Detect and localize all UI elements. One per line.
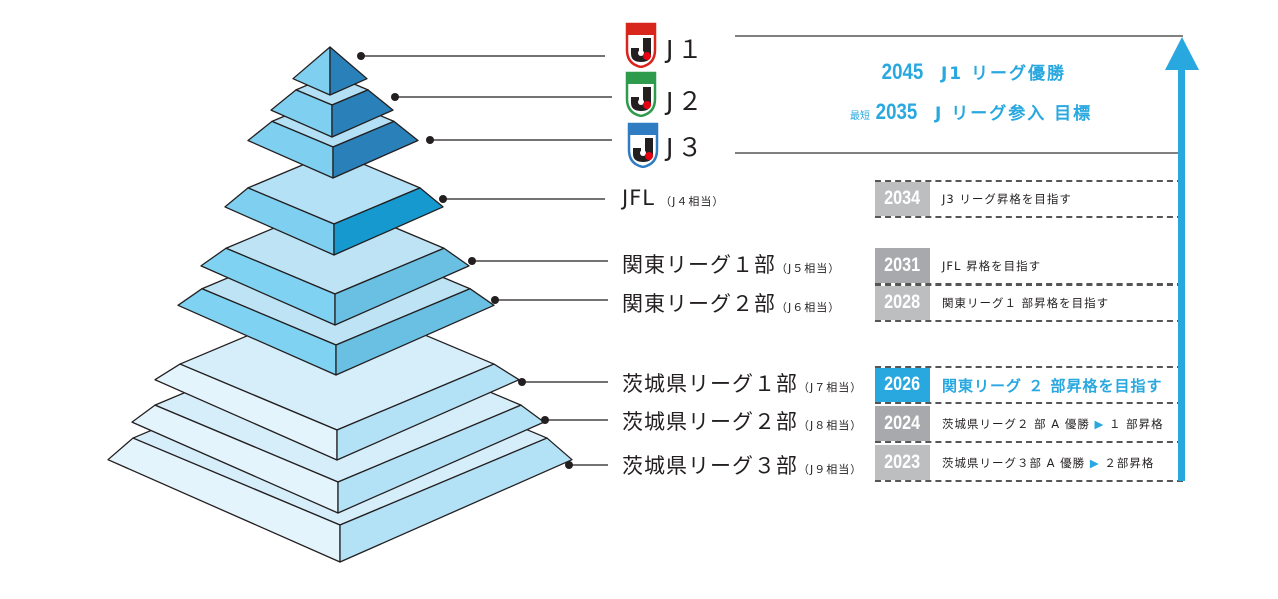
leader-dot: [357, 52, 365, 60]
year-badge: 2031: [875, 248, 930, 283]
level-kanto2-equiv: （J６相当）: [776, 301, 841, 314]
milestone-text: 茨城県リーグ３部 A 優勝 ▶ ２部昇格: [942, 455, 1155, 470]
timeline-row: 2034 J3 リーグ昇格を目指す: [875, 180, 1183, 218]
timeline-row: 2023 茨城県リーグ３部 A 優勝 ▶ ２部昇格: [875, 445, 1183, 482]
level-ibaraki1-label: 茨城県リーグ１部: [622, 372, 798, 396]
divider-top: [735, 35, 1183, 37]
triangle-right-icon: ▶: [1089, 455, 1100, 470]
timeline-row: 2031 JFL 昇格を目指す: [875, 248, 1183, 285]
leader-dot: [391, 93, 399, 101]
year-badge: 2024: [875, 406, 930, 441]
league-pyramid: [107, 46, 612, 563]
j1-logo: [625, 22, 657, 72]
triangle-right-icon: ▶: [1094, 416, 1105, 431]
year-badge: 2026: [875, 368, 930, 402]
level-kanto1-equiv: （J５相当）: [776, 262, 841, 275]
leader-dot: [426, 136, 434, 144]
layer-ibaraki3-right: [339, 437, 573, 563]
level-jfl-label: JFL: [622, 186, 655, 210]
level-ibaraki2-label: 茨城県リーグ２部: [622, 410, 798, 434]
layer-J3-right: [332, 120, 419, 179]
goal-j-league-entry: 最短 2035 J リーグ参入 目標: [850, 99, 1093, 124]
leader-dot: [518, 378, 526, 386]
layer-J1-right: [329, 46, 368, 96]
layer-kanto1-right: [334, 247, 470, 326]
milestone-text: JFL 昇格を目指す: [942, 258, 1042, 273]
timeline-row: 2024 茨城県リーグ２ 部 A 優勝 ▶ １ 部昇格: [875, 406, 1183, 443]
leader-dot: [439, 195, 447, 203]
level-j2-label: J２: [666, 87, 707, 116]
goal-j1-win: 2045 J1 リーグ優勝: [881, 59, 1067, 84]
layer-J2-right: [331, 89, 394, 138]
level-j1-label: J１: [666, 35, 707, 64]
divider-bottom: [735, 152, 1183, 154]
level-kanto1-label: 関東リーグ１部: [622, 253, 776, 277]
year-badge: 2023: [875, 445, 930, 480]
year-badge: 2028: [875, 286, 930, 320]
arrow-up-icon: [1165, 37, 1199, 70]
leader-dot: [468, 257, 476, 265]
leader-dot: [565, 461, 573, 469]
level-jfl-equiv: （J４相当）: [660, 195, 725, 208]
milestone-text: 関東リーグ ２ 部昇格を目指す: [942, 376, 1163, 395]
level-j3-label: J３: [666, 133, 707, 162]
milestone-text: J3 リーグ昇格を目指す: [942, 192, 1072, 206]
j2-logo: [625, 71, 657, 121]
progress-arrow-shaft: [1178, 66, 1185, 481]
leader-dot: [491, 296, 499, 304]
milestone-text: 関東リーグ１ 部昇格を目指す: [942, 296, 1110, 310]
level-kanto2-label: 関東リーグ２部: [622, 292, 776, 316]
level-ibaraki3-equiv: （J９相当）: [798, 463, 863, 476]
j3-logo: [627, 122, 659, 172]
level-ibaraki3-label: 茨城県リーグ３部: [622, 454, 798, 478]
timeline-row: 2026 関東リーグ ２ 部昇格を目指す: [875, 366, 1183, 404]
leader-dot: [541, 416, 549, 424]
level-ibaraki1-equiv: （J７相当）: [798, 381, 863, 394]
layer-JFL-right: [333, 187, 444, 256]
timeline-row: 2028 関東リーグ１ 部昇格を目指す: [875, 284, 1183, 322]
layer-kanto2-right: [335, 288, 495, 376]
year-badge: 2034: [875, 182, 930, 216]
milestone-text: 茨城県リーグ２ 部 A 優勝 ▶ １ 部昇格: [942, 416, 1164, 431]
level-ibaraki2-equiv: （J８相当）: [798, 419, 863, 432]
